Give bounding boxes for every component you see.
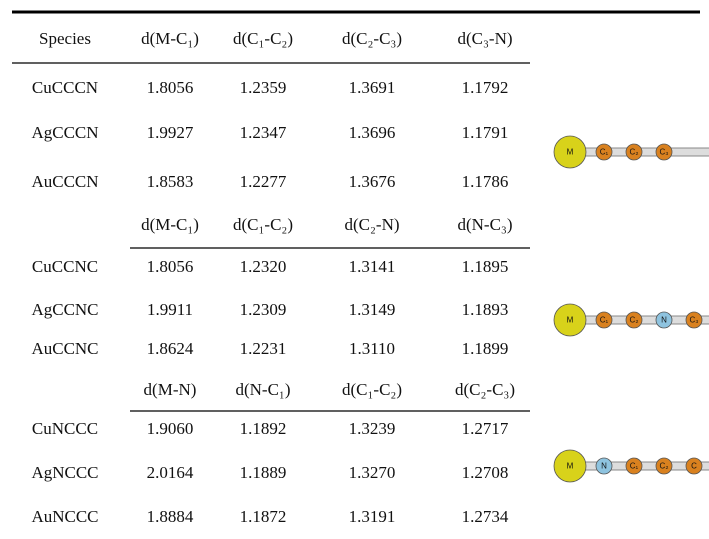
species-name: AuCCNC (31, 339, 98, 358)
bond-length: 1.1792 (462, 78, 509, 97)
bond-length: 1.3676 (349, 172, 396, 191)
species-name: AuNCCC (31, 507, 98, 526)
bond-length: 1.1895 (462, 257, 509, 276)
bond-length: 2.0164 (147, 463, 194, 482)
column-header: d(M-C₁) (141, 29, 199, 48)
species-name: AgCCNC (31, 300, 98, 319)
atom-label: M (567, 462, 574, 471)
species-name: CuCCCN (32, 78, 98, 97)
bond-length: 1.2231 (240, 339, 287, 358)
column-header: d(M-C₁) (141, 215, 199, 234)
bond-length: 1.8583 (147, 172, 194, 191)
bond-length: 1.3239 (349, 419, 396, 438)
bond-length: 1.2277 (240, 172, 287, 191)
bond-length: 1.2309 (240, 300, 287, 319)
bond-length: 1.3696 (349, 123, 396, 142)
bond-length: 1.3191 (349, 507, 396, 526)
atom-label: N (661, 316, 667, 325)
bond-length: 1.3141 (349, 257, 396, 276)
bond-length: 1.2717 (462, 419, 509, 438)
atom-label: C₂ (660, 462, 669, 471)
bond-length: 1.8884 (147, 507, 194, 526)
column-header: d(C₃-N) (457, 29, 512, 48)
bond-length: 1.3110 (349, 339, 395, 358)
molecule-diagram: M C₁ C₂ C₃ (554, 136, 709, 168)
atom-label: C₂ (630, 316, 639, 325)
bond-length: 1.8056 (147, 78, 194, 97)
column-header: d(C₂-N) (344, 215, 399, 234)
bond-length: 1.3270 (349, 463, 396, 482)
column-header: d(N-C₁) (235, 380, 290, 399)
column-header: d(M-N) (144, 380, 197, 399)
bond-length: 1.2359 (240, 78, 287, 97)
column-header: d(C₂-C₃) (342, 29, 402, 48)
atom-label: N (601, 462, 607, 471)
column-header: d(C₁-C₂) (233, 215, 293, 234)
bond-length: 1.3691 (349, 78, 396, 97)
species-name: CuNCCC (32, 419, 98, 438)
atom-label: M (567, 316, 574, 325)
species-name: AgNCCC (31, 463, 98, 482)
bond-length: 1.1791 (462, 123, 509, 142)
bond-length: 1.9060 (147, 419, 194, 438)
bond-length: 1.1892 (240, 419, 287, 438)
atom-label: C₂ (630, 148, 639, 157)
bond-length: 1.1889 (240, 463, 287, 482)
species-name: AuCCCN (31, 172, 98, 191)
bond-length: 1.1872 (240, 507, 287, 526)
bond-length: 1.1893 (462, 300, 509, 319)
atom-label: C₃ (659, 148, 668, 157)
bond-length: 1.2347 (240, 123, 287, 142)
species-name: AgCCCN (31, 123, 98, 142)
column-header: d(C₂-C₃) (455, 380, 515, 399)
column-header: d(N-C₃) (457, 215, 512, 234)
column-header: d(C₁-C₂) (342, 380, 402, 399)
atom-label: M (567, 148, 574, 157)
bond-length: 1.1786 (462, 172, 509, 191)
bond-length: 1.3149 (349, 300, 396, 319)
bond-length: 1.2320 (240, 257, 287, 276)
bond-length: 1.1899 (462, 339, 509, 358)
atom-label: C (691, 462, 697, 471)
bond-length: 1.9927 (147, 123, 194, 142)
bond-length: 1.9911 (147, 300, 193, 319)
table-figure: Species d(M-C₁) d(C₁-C₂) d(C₂-C₃) d(C₃-N) CuC… (0, 0, 709, 539)
atom-label: C₃ (689, 316, 698, 325)
column-header: Species (39, 29, 91, 48)
species-name: CuCCNC (32, 257, 98, 276)
atom-label: C₁ (630, 462, 639, 471)
molecule-diagram: M C₁ C₂ N C₃ (554, 304, 709, 336)
bond-length: 1.8056 (147, 257, 194, 276)
bond-length: 1.2734 (462, 507, 509, 526)
atom-label: C₁ (600, 148, 609, 157)
bond-length: 1.8624 (147, 339, 194, 358)
column-header: d(C₁-C₂) (233, 29, 293, 48)
molecule-diagram: M N C₁ C₂ C (554, 450, 709, 482)
bond-length: 1.2708 (462, 463, 509, 482)
atom-label: C₁ (600, 316, 609, 325)
